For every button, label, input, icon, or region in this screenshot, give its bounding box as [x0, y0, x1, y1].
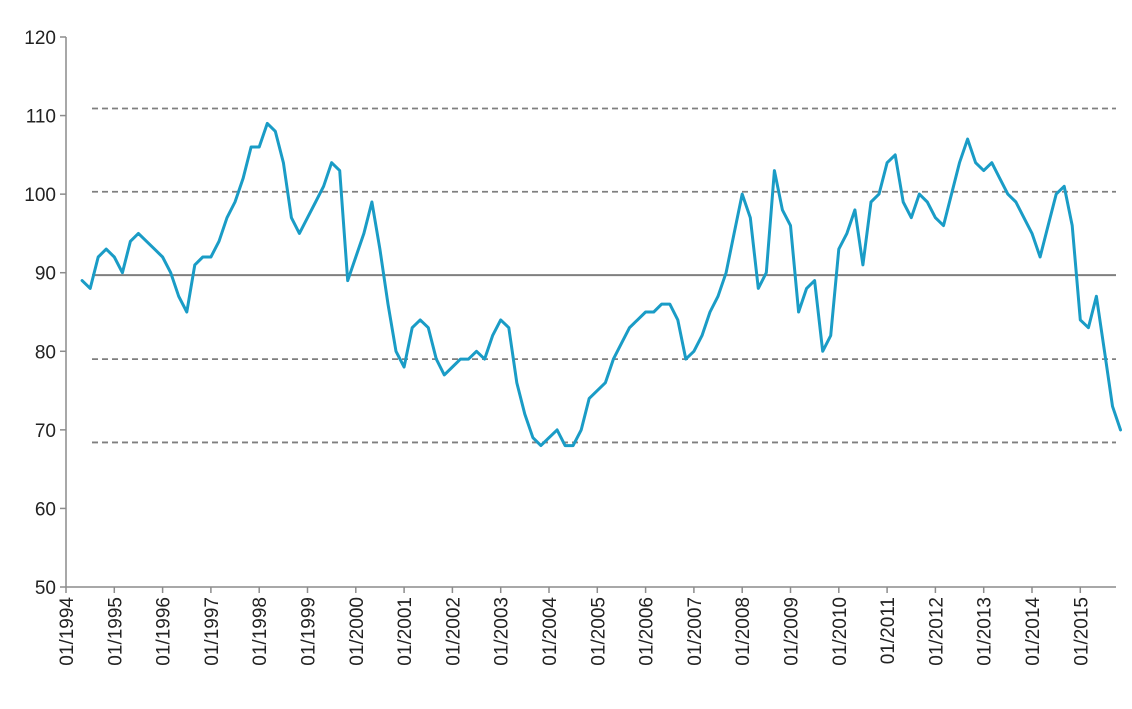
x-tick-label: 01/1998 [250, 597, 271, 666]
axes [60, 36, 1116, 593]
x-tick-label: 01/2007 [685, 597, 706, 666]
x-tick-label: 01/1997 [202, 597, 223, 666]
y-tick-label: 120 [24, 28, 56, 49]
x-tick-label: 01/2008 [733, 597, 754, 666]
y-tick-label: 80 [35, 342, 56, 363]
y-tick-labels: 50 60 70 80 90 100 110 120 [24, 28, 56, 599]
y-tick-label: 70 [35, 421, 56, 442]
y-tick-label: 50 [35, 578, 56, 599]
x-tick-label: 01/2004 [540, 597, 561, 666]
x-tick-label: 01/2015 [1071, 597, 1092, 666]
x-tick-label: 01/2002 [443, 597, 464, 666]
y-tick-label: 110 [26, 107, 56, 128]
x-tick-label: 01/2011 [878, 597, 899, 664]
x-tick-label: 01/2006 [637, 597, 658, 666]
x-tick-label: 01/1995 [105, 597, 126, 666]
x-tick-labels: 01/1994 01/1995 01/1996 01/1997 01/1998 01/19… [57, 597, 1092, 666]
x-tick-label: 01/2001 [395, 597, 416, 666]
x-tick-label: 01/2000 [347, 597, 368, 666]
x-tick-label: 01/2009 [782, 597, 803, 666]
reference-lines [92, 107, 1116, 444]
x-tick-label: 01/2012 [926, 597, 947, 666]
x-tick-label: 01/2003 [492, 597, 513, 666]
x-tick-label: 01/1996 [154, 597, 175, 666]
x-tick-label: 01/2014 [1023, 597, 1044, 666]
series-line-0 [80, 121, 1122, 448]
x-tick-label: 01/2010 [830, 597, 851, 666]
x-tick-label: 01/1999 [299, 597, 320, 666]
series-group [80, 121, 1122, 448]
x-tick-label: 01/1994 [57, 597, 78, 666]
x-tick-label: 01/2005 [588, 597, 609, 666]
y-tick-label: 60 [35, 499, 56, 520]
y-tick-label: 90 [35, 264, 56, 285]
y-tick-label: 100 [24, 185, 56, 206]
x-tick-label: 01/2013 [975, 597, 996, 666]
